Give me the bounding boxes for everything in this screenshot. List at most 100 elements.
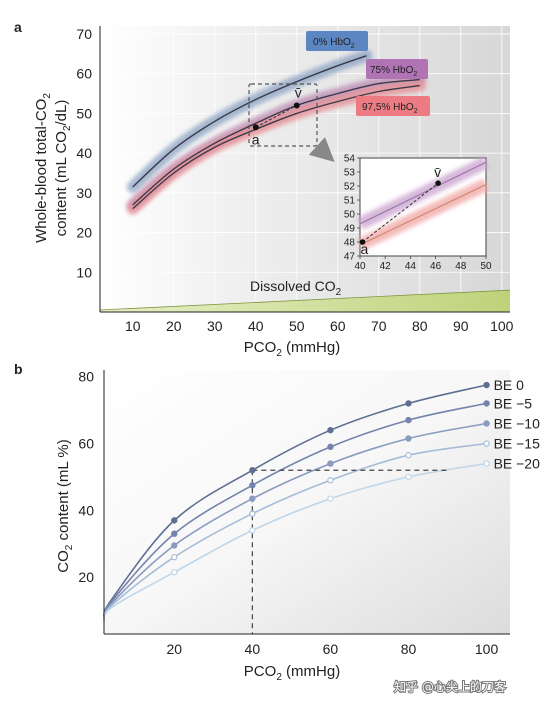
series-be-10-point <box>405 435 412 442</box>
inset-zoom-chart: 40 42 44 46 48 50 47 48 49 50 51 52 53 54 a v̄ <box>344 154 492 273</box>
series-be-20-point <box>405 473 412 481</box>
series-dissolved-co2-band <box>100 290 510 312</box>
panel-a-x-tick-label: 50 <box>289 318 305 334</box>
legend-be-5: BE −5 <box>494 395 533 411</box>
legend-0-hbo2-text: 0% HbO2 <box>313 37 355 50</box>
inset-point-marker-v <box>435 180 441 186</box>
series-0-hbo2-line <box>132 55 367 188</box>
legend-be-20: BE −20 <box>494 456 541 472</box>
panel-a-x-tick-label: 70 <box>371 318 387 334</box>
series-be-20-point <box>249 527 256 534</box>
inset-y-tick-label: 54 <box>344 154 356 165</box>
panel-b-legend: BE 0 BE −5 BE −10 BE −15 BE −20 <box>494 377 541 472</box>
panel-a-y-tick-label: 50 <box>76 105 92 121</box>
series-be-15-point <box>171 553 178 561</box>
inset-points: a v̄ <box>359 164 441 257</box>
series-75-hbo2-line <box>132 78 420 206</box>
panel-b-x-tick-label: 40 <box>245 641 261 657</box>
inset-y-tick-label: 47 <box>344 252 356 263</box>
panel-a-y-axis-title-line2: content (mL CO2/dL) <box>53 100 73 237</box>
panel-b-y-axis-title: CO2 content (mL %) <box>55 439 75 572</box>
panel-a-x-tick-label: 100 <box>490 318 514 334</box>
panel-a-y-tick-label: 30 <box>76 185 92 201</box>
panel-b-label: b <box>14 361 23 377</box>
legend-75-hbo2-swatch <box>366 59 428 79</box>
series-be-0-point <box>327 426 334 434</box>
panel-a-y-tick-label: 20 <box>76 225 92 241</box>
panel-a-y-tick-label: 60 <box>76 66 92 82</box>
panel-a-x-tick-label: 20 <box>166 318 182 334</box>
series-be-5-point <box>483 400 490 407</box>
panel-a-points: a v̄ <box>252 84 302 147</box>
panel-a-y-tick-label: 10 <box>76 264 92 280</box>
series-97-5-hbo2-line <box>132 84 420 210</box>
legend-75-hbo2: 75% HbO2 <box>366 59 428 79</box>
series-be-5-point <box>249 482 256 489</box>
panel-a-axes <box>99 26 510 313</box>
panel-b-points <box>171 381 490 576</box>
panel-a-y-axis-title-line1: Whole-blood total-CO2 <box>33 93 53 243</box>
inset-x-ticks: 40 42 44 46 48 50 <box>354 256 492 272</box>
inset-point-label-v: v̄ <box>434 164 441 180</box>
point-marker-a <box>252 124 259 131</box>
panel-a-x-tick-label: 30 <box>207 318 223 334</box>
dissolved-co2-label: Dissolved CO2 <box>250 278 342 298</box>
inset-x-tick-label: 44 <box>405 261 417 272</box>
inset-y-tick-label: 52 <box>344 182 356 193</box>
series-dissolved-co2-line <box>99 289 511 311</box>
series-be-20-point <box>483 460 490 467</box>
panel-b-x-axis-title: PCO2 (mmHg) <box>244 663 340 683</box>
inset-point-label-a: a <box>361 241 369 257</box>
panel-a-x-ticks: 10 20 30 40 50 60 70 80 90 100 <box>125 318 514 334</box>
legend-be-0: BE 0 <box>494 377 525 393</box>
inset-x-tick-label: 48 <box>455 261 467 272</box>
inset-y-tick-label: 51 <box>344 196 356 207</box>
point-label-v: v̄ <box>295 84 302 100</box>
panel-a-series <box>126 49 426 215</box>
panel-b-y-tick-label: 80 <box>78 369 94 385</box>
point-label-a: a <box>252 131 260 147</box>
panel-a-y-tick-label: 40 <box>76 145 92 161</box>
legend-be-15: BE −15 <box>494 436 541 452</box>
panel-a-x-tick-label: 10 <box>125 318 141 334</box>
panel-b-x-tick-label: 100 <box>475 641 499 657</box>
inset-series-97-5-hbo2-line <box>359 184 487 246</box>
inset-a-to-v-connector <box>362 182 439 243</box>
panel-b-x-ticks: 20 40 60 80 100 <box>166 641 498 657</box>
series-be-10-point <box>483 420 490 427</box>
series-be-10-point <box>249 495 256 502</box>
inset-y-ticks: 47 48 49 50 51 52 53 54 <box>344 154 360 263</box>
panel-b-y-tick-label: 40 <box>78 502 94 518</box>
series-be-15-point <box>483 440 490 447</box>
legend-75-hbo2-text: 75% HbO2 <box>370 65 417 78</box>
inset-x-tick-label: 40 <box>354 261 366 272</box>
inset-series-75-hbo2-line <box>359 161 487 225</box>
series-be-5-point <box>171 530 178 537</box>
dissolved-co2-band <box>99 289 511 312</box>
legend-be-10: BE −10 <box>494 415 541 431</box>
zoom-arrow <box>308 137 335 163</box>
series-be-15-point <box>249 510 256 517</box>
inset-y-tick-label: 50 <box>344 210 356 221</box>
panel-a-x-axis-title: PCO2 (mmHg) <box>244 339 340 359</box>
inset-x-tick-label: 46 <box>430 261 442 272</box>
legend-0-hbo2-swatch <box>306 31 368 51</box>
panel-b-y-ticks: 20 40 60 80 <box>78 369 94 586</box>
zoom-box <box>248 83 318 147</box>
panel-b-x-tick-label: 80 <box>401 641 417 657</box>
watermark-text: 知乎 @心尖上的刀客 <box>394 679 506 694</box>
inset-x-tick-label: 50 <box>480 261 492 272</box>
series-be-0-point <box>249 467 256 474</box>
panel-b-plot-area <box>104 370 510 634</box>
legend-0-hbo2: 0% HbO2 <box>306 31 368 51</box>
panel-a-label: a <box>14 19 22 35</box>
series-be-5-point <box>405 416 412 424</box>
inset-point-marker-a <box>359 239 366 245</box>
a-to-v-connector <box>255 105 298 128</box>
series-be-0-point <box>405 400 412 407</box>
panel-b-x-tick-label: 20 <box>166 641 182 657</box>
panel-a-y-ticks: 10 20 30 40 50 60 70 <box>76 26 92 280</box>
